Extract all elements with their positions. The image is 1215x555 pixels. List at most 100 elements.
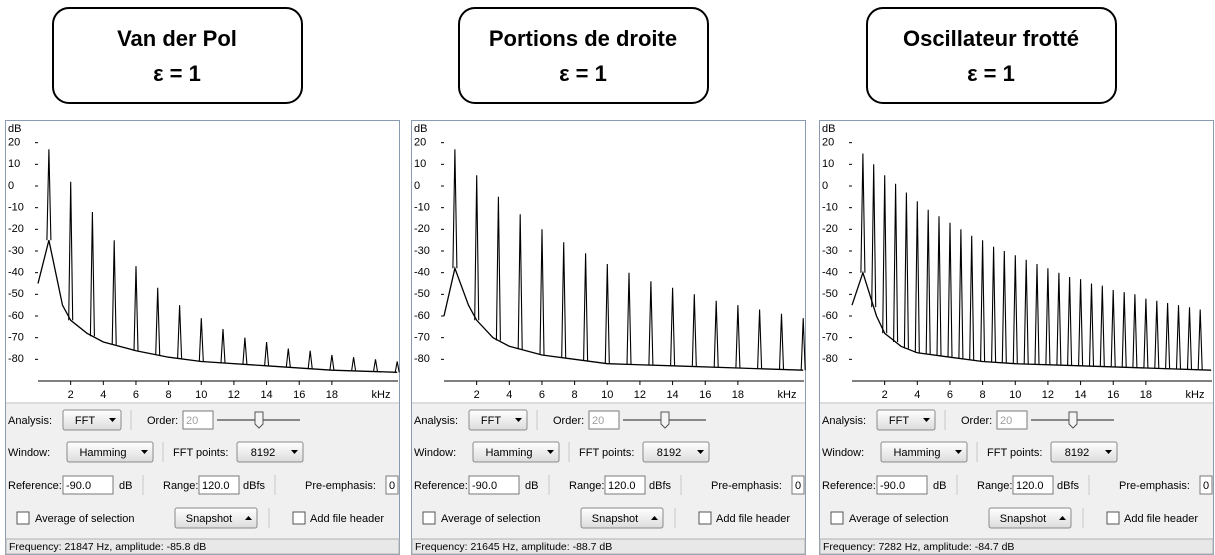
checkbox[interactable] [830, 511, 844, 525]
fft-points-button-label[interactable]: 8192 [251, 447, 275, 459]
spectral-peak [1012, 255, 1018, 364]
dropdown-arrow [109, 418, 116, 422]
range-input-value[interactable]: 120.0 [202, 480, 230, 492]
checkbox[interactable] [1106, 511, 1120, 525]
spectral-peak [980, 240, 986, 362]
range-label: Range: [977, 480, 1012, 492]
pre-emphasis-label: Pre-emphasis: [305, 480, 376, 492]
order-slider-knob[interactable] [660, 411, 670, 429]
reference-input-value[interactable]: -90.0 [66, 480, 91, 492]
range-input-value[interactable]: 120.0 [1016, 480, 1044, 492]
pre-emphasis-input[interactable] [791, 475, 805, 495]
pre-emphasis-input-value[interactable]: 0 [1203, 480, 1209, 492]
analysis-button-label[interactable]: FFT [889, 415, 909, 427]
x-tick-label: 6 [133, 389, 139, 401]
x-axis-unit: kHz [1186, 389, 1205, 401]
x-tick-label: 12 [634, 389, 646, 401]
range-input[interactable] [1012, 475, 1054, 495]
average-label: Average of selection [849, 513, 948, 525]
y-tick-label: -70 [822, 332, 838, 344]
analysis-button[interactable] [468, 409, 528, 431]
spectral-peak [452, 149, 458, 269]
x-tick-label: 4 [100, 389, 106, 401]
status-text: Frequency: 7282 Hz, amplitude: -84.7 dB [823, 541, 1014, 553]
pre-emphasis-input[interactable] [1199, 475, 1213, 495]
spectral-peak [133, 266, 139, 351]
spectral-peak [1165, 302, 1171, 369]
dropdown-arrow [697, 450, 704, 454]
snapshot-button[interactable] [174, 507, 258, 529]
spectral-peak [242, 337, 248, 365]
x-tick-label: 16 [699, 389, 711, 401]
window-button[interactable] [880, 441, 968, 463]
spectral-peak [925, 209, 931, 355]
reference-input-value[interactable]: -90.0 [880, 480, 905, 492]
status-bar [819, 538, 1214, 555]
fft-points-button[interactable] [236, 441, 304, 463]
analysis-button-label[interactable]: FFT [75, 415, 95, 427]
y-tick-label: 20 [414, 137, 426, 149]
spectral-peak [351, 357, 357, 371]
x-tick-label: 12 [1042, 389, 1054, 401]
analysis-button-label[interactable]: FFT [481, 415, 501, 427]
y-tick-label: -70 [414, 332, 430, 344]
checkbox[interactable] [292, 511, 306, 525]
pre-emphasis-input[interactable] [385, 475, 399, 495]
fft-points-button-label[interactable]: 8192 [657, 447, 681, 459]
checkbox[interactable] [16, 511, 30, 525]
order-slider-knob[interactable] [254, 411, 264, 429]
window-button[interactable] [472, 441, 560, 463]
range-input[interactable] [198, 475, 240, 495]
range-label: Range: [163, 480, 198, 492]
spectral-peak [517, 214, 523, 350]
checkbox[interactable] [422, 511, 436, 525]
spectral-peak [372, 359, 379, 372]
reference-input[interactable] [876, 475, 928, 495]
spectral-peak [583, 253, 589, 361]
order-input [588, 410, 620, 430]
checkbox[interactable] [698, 511, 712, 525]
spectral-peak [155, 287, 161, 356]
fft-points-button[interactable] [1050, 441, 1118, 463]
title-box [52, 7, 303, 104]
analysis-button[interactable] [876, 409, 936, 431]
order-slider-knob[interactable] [1068, 411, 1078, 429]
x-tick-label: 4 [914, 389, 920, 401]
popup-arrow [245, 516, 252, 520]
spectral-peak [1034, 263, 1040, 365]
reference-input-value[interactable]: -90.0 [472, 480, 497, 492]
range-label: Range: [569, 480, 604, 492]
range-input[interactable] [604, 475, 646, 495]
dropdown-arrow [291, 450, 298, 454]
x-tick-label: 14 [666, 389, 678, 401]
reference-input[interactable] [62, 475, 114, 495]
analysis-button[interactable] [62, 409, 122, 431]
window-button-label[interactable]: Hamming [79, 447, 126, 459]
window-button-label[interactable]: Hamming [485, 447, 532, 459]
snapshot-button-label[interactable]: Snapshot [1000, 513, 1046, 525]
file-header-label: Add file header [310, 513, 384, 525]
window-button-label[interactable]: Hamming [893, 447, 940, 459]
reference-input[interactable] [468, 475, 520, 495]
dropdown-arrow [141, 450, 148, 454]
y-tick-label: -60 [8, 310, 24, 322]
x-tick-label: 2 [882, 389, 888, 401]
y-tick-label: -30 [822, 245, 838, 257]
spectral-peak [1078, 279, 1084, 366]
fft-points-button[interactable] [642, 441, 710, 463]
range-input-value[interactable]: 120.0 [608, 480, 636, 492]
pre-emphasis-input-value[interactable]: 0 [389, 480, 395, 492]
pre-emphasis-input-value[interactable]: 0 [795, 480, 801, 492]
reference-label: Reference: [414, 480, 468, 492]
snapshot-button-label[interactable]: Snapshot [186, 513, 232, 525]
x-tick-label: 18 [1140, 389, 1152, 401]
average-label: Average of selection [35, 513, 134, 525]
fft-points-button-label[interactable]: 8192 [1065, 447, 1089, 459]
y-tick-label: -40 [414, 267, 430, 279]
snapshot-button-label[interactable]: Snapshot [592, 513, 638, 525]
snapshot-button[interactable] [580, 507, 664, 529]
window-button[interactable] [66, 441, 154, 463]
snapshot-button[interactable] [988, 507, 1072, 529]
